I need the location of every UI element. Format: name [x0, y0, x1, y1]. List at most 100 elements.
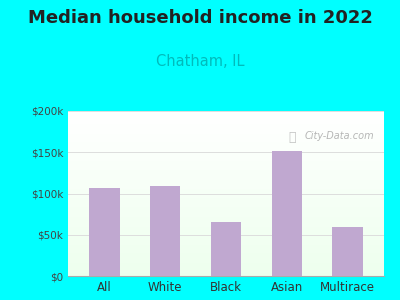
Bar: [272, 151, 302, 276]
Bar: [68, 269, 384, 271]
Bar: [68, 225, 384, 226]
Bar: [68, 131, 384, 132]
Bar: [68, 157, 384, 159]
Bar: [68, 149, 384, 151]
Bar: [68, 174, 384, 175]
Bar: [68, 160, 384, 162]
Bar: [89, 188, 120, 276]
Bar: [68, 266, 384, 268]
Bar: [68, 192, 384, 194]
Bar: [68, 205, 384, 207]
Bar: [68, 134, 384, 136]
Bar: [68, 142, 384, 144]
Text: Ⓠ: Ⓠ: [288, 131, 296, 144]
Bar: [68, 235, 384, 236]
Bar: [68, 152, 384, 154]
Bar: [68, 197, 384, 199]
Bar: [68, 137, 384, 139]
Bar: [68, 256, 384, 258]
Bar: [68, 155, 384, 157]
Bar: [68, 118, 384, 119]
Bar: [68, 195, 384, 197]
Bar: [68, 228, 384, 230]
Bar: [68, 187, 384, 188]
Bar: [68, 184, 384, 185]
Bar: [68, 258, 384, 260]
Bar: [211, 222, 241, 276]
Bar: [68, 180, 384, 182]
Bar: [68, 169, 384, 170]
Bar: [68, 111, 384, 112]
Bar: [68, 232, 384, 233]
Bar: [68, 162, 384, 164]
Bar: [68, 132, 384, 134]
Bar: [68, 112, 384, 114]
Bar: [68, 210, 384, 212]
Bar: [68, 250, 384, 251]
Bar: [68, 188, 384, 190]
Bar: [68, 215, 384, 217]
Bar: [68, 114, 384, 116]
Bar: [68, 274, 384, 276]
Bar: [68, 136, 384, 137]
Bar: [68, 190, 384, 192]
Bar: [68, 126, 384, 128]
Bar: [68, 208, 384, 210]
Bar: [68, 147, 384, 149]
Bar: [68, 194, 384, 195]
Bar: [68, 129, 384, 131]
Bar: [68, 254, 384, 256]
Bar: [68, 175, 384, 177]
Bar: [68, 226, 384, 228]
Bar: [68, 182, 384, 184]
Bar: [68, 245, 384, 246]
Bar: [68, 203, 384, 205]
Bar: [68, 202, 384, 203]
Bar: [68, 213, 384, 215]
Bar: [68, 263, 384, 265]
Bar: [68, 144, 384, 146]
Bar: [68, 159, 384, 160]
Bar: [68, 271, 384, 273]
Bar: [68, 178, 384, 180]
Bar: [68, 199, 384, 200]
Bar: [150, 186, 180, 276]
Bar: [68, 273, 384, 274]
Bar: [68, 119, 384, 121]
Bar: [68, 141, 384, 142]
Bar: [68, 185, 384, 187]
Bar: [68, 236, 384, 238]
Bar: [68, 128, 384, 129]
Bar: [68, 246, 384, 248]
Bar: [332, 226, 363, 276]
Bar: [68, 139, 384, 141]
Bar: [68, 146, 384, 147]
Bar: [68, 248, 384, 250]
Bar: [68, 116, 384, 118]
Bar: [68, 124, 384, 126]
Text: Median household income in 2022: Median household income in 2022: [28, 9, 372, 27]
Bar: [68, 220, 384, 221]
Text: City-Data.com: City-Data.com: [305, 131, 374, 141]
Bar: [68, 151, 384, 152]
Bar: [68, 223, 384, 225]
Text: Chatham, IL: Chatham, IL: [156, 54, 244, 69]
Bar: [68, 177, 384, 178]
Bar: [68, 241, 384, 243]
Bar: [68, 238, 384, 240]
Bar: [68, 165, 384, 167]
Bar: [68, 200, 384, 202]
Bar: [68, 218, 384, 220]
Bar: [68, 261, 384, 263]
Bar: [68, 170, 384, 172]
Bar: [68, 164, 384, 165]
Bar: [68, 221, 384, 223]
Bar: [68, 207, 384, 208]
Bar: [68, 217, 384, 218]
Bar: [68, 230, 384, 232]
Bar: [68, 212, 384, 213]
Bar: [68, 268, 384, 269]
Bar: [68, 154, 384, 155]
Bar: [68, 260, 384, 261]
Bar: [68, 240, 384, 241]
